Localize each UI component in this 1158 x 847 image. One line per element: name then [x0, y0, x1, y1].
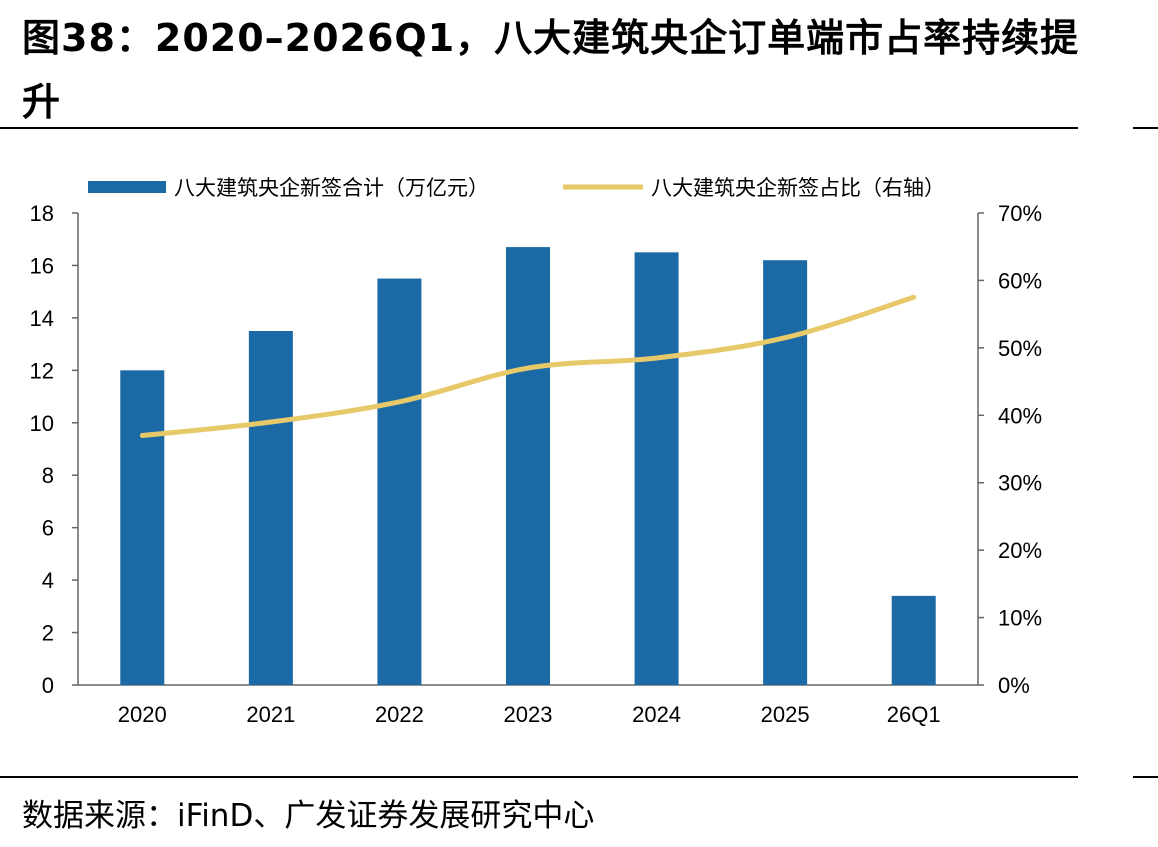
chart-area: 0 2 4 6 8 10 12 14 16 18 0% 10% 20% 30% 40% 50% 60% 70% 20…: [30, 176, 1043, 727]
right-tick-label: 70%: [998, 201, 1042, 226]
right-tick-label: 10%: [998, 606, 1042, 631]
bar-2021: [248, 331, 293, 685]
right-tick-label: 50%: [998, 336, 1042, 361]
x-tick-label: 2022: [375, 702, 424, 727]
left-tick-label: 12: [30, 358, 54, 383]
right-tick-label: 60%: [998, 268, 1042, 293]
left-tick-label: 16: [30, 253, 54, 278]
left-tick-label: 18: [30, 201, 54, 226]
left-tick-label: 6: [42, 516, 54, 541]
x-tick-label: 2023: [504, 702, 553, 727]
x-tick-label: 2024: [632, 702, 681, 727]
x-tick-label: 2020: [118, 702, 167, 727]
source-note: 数据来源：iFinD、广发证券发展研究中心: [22, 798, 595, 834]
bar-2022: [377, 278, 422, 685]
left-tick-label: 14: [30, 306, 54, 331]
bar-2023: [506, 247, 550, 685]
x-tick-label: 2025: [761, 702, 810, 727]
top-rule: [0, 127, 1078, 129]
x-tick-label: 26Q1: [887, 702, 941, 727]
right-tick-label: 30%: [998, 471, 1042, 496]
bar-2024: [634, 252, 679, 685]
left-tick-label: 10: [30, 411, 54, 436]
legend-bar-label: 八大建筑央企新签合计（万亿元）: [174, 176, 489, 200]
right-tick-label: 40%: [998, 403, 1042, 428]
legend-bar-swatch: [88, 181, 166, 193]
bar-26Q1: [891, 595, 936, 685]
legend-line-label: 八大建筑央企新签占比（右轴）: [651, 176, 945, 200]
bar-2020: [120, 370, 165, 685]
bottom-rule-right: [1133, 776, 1158, 778]
right-tick-label: 20%: [998, 538, 1042, 563]
left-tick-label: 0: [42, 673, 54, 698]
left-tick-label: 8: [42, 463, 54, 488]
chart-title: 图38：2020–2026Q1，八大建筑央企订单端市占率持续提升: [22, 16, 1080, 124]
left-tick-label: 4: [42, 568, 54, 593]
x-tick-label: 2021: [246, 702, 295, 727]
right-tick-label: 0%: [998, 673, 1030, 698]
bar-2025: [763, 260, 808, 685]
bottom-rule: [0, 776, 1078, 778]
top-rule-right: [1133, 127, 1158, 129]
left-tick-label: 2: [42, 621, 54, 646]
